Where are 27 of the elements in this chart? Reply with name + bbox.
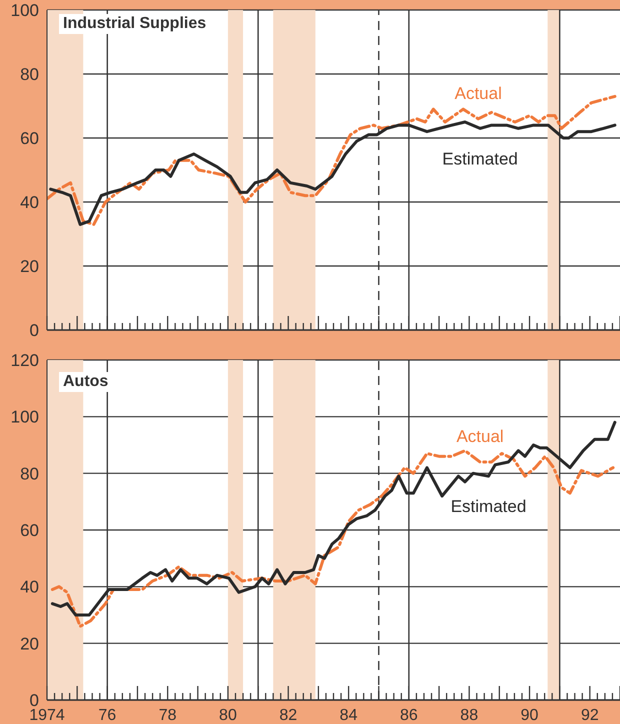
- x-tick-label: 78: [158, 707, 177, 724]
- x-tick-label: 92: [580, 707, 599, 724]
- y-tick-label: 20: [20, 634, 39, 654]
- x-tick-label: 88: [460, 707, 478, 724]
- y-tick-label: 40: [20, 193, 39, 212]
- x-tick-label: 84: [340, 707, 358, 724]
- x-tick-label: 76: [98, 707, 116, 724]
- y-tick-label: 60: [20, 129, 39, 148]
- x-tick-label: 80: [219, 707, 237, 724]
- x-tick-label: 90: [520, 707, 539, 724]
- text: Autos: [59, 372, 112, 392]
- y-tick-label: 80: [20, 65, 39, 84]
- y-tick-label: 100: [10, 408, 39, 427]
- y-tick-label: 20: [20, 257, 39, 276]
- series-label: Estimated: [442, 149, 518, 168]
- y-tick-label: 60: [20, 521, 39, 540]
- chart-title: Industrial Supplies: [59, 14, 210, 34]
- y-tick-label: 100: [10, 1, 39, 20]
- series-label: Estimated: [450, 497, 526, 516]
- series-label: Actual: [456, 427, 504, 446]
- y-tick-label: 40: [20, 578, 39, 597]
- y-tick-label: 0: [30, 321, 39, 340]
- x-tick-label: 82: [279, 707, 298, 724]
- y-tick-label: 120: [10, 351, 39, 370]
- y-tick-label: 80: [20, 464, 39, 484]
- series-label: Actual: [454, 84, 502, 103]
- x-tick-label: 86: [400, 707, 418, 724]
